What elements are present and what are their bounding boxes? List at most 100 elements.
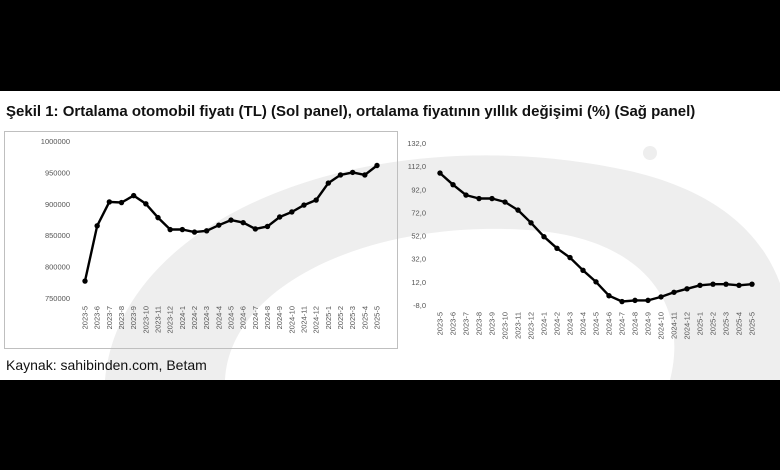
x-tick-label: 2024-4 xyxy=(214,306,223,329)
data-point xyxy=(476,195,482,202)
data-point xyxy=(541,234,547,240)
data-point xyxy=(130,192,137,199)
data-point xyxy=(94,223,100,229)
x-tick-label: 2024-8 xyxy=(263,306,272,329)
data-point xyxy=(567,254,573,261)
data-point xyxy=(450,181,456,188)
data-point xyxy=(632,297,638,304)
y-tick-label: 52,0 xyxy=(411,232,426,241)
x-tick-label: 2023-7 xyxy=(105,306,114,329)
x-tick-label: 2024-10 xyxy=(657,312,666,340)
data-point xyxy=(697,282,703,289)
right-panel-chart: -8,0 12,0 32,0 52,0 72,0 92,0 112,0 132,0 2023-5… xyxy=(407,139,757,340)
data-point xyxy=(374,162,380,169)
x-tick-label: 2023-8 xyxy=(475,312,484,335)
x-tick-label: 2025-5 xyxy=(373,306,382,329)
y-tick-label: 92,0 xyxy=(411,185,426,194)
data-point xyxy=(325,180,332,186)
figure-title: Şekil 1: Ortalama otomobil fiyatı (TL) (… xyxy=(6,103,696,120)
x-tick-label: 2024-5 xyxy=(592,312,601,335)
x-tick-label: 2023-8 xyxy=(117,306,126,329)
x-tick-label: 2025-5 xyxy=(748,312,757,335)
x-tick-label: 2023-9 xyxy=(488,312,497,335)
data-point xyxy=(167,226,173,233)
y-tick-label: 800000 xyxy=(45,263,70,272)
x-tick-label: 2023-11 xyxy=(154,306,163,333)
x-tick-label: 2023-9 xyxy=(129,306,138,329)
x-tick-label: 2023-5 xyxy=(436,312,445,335)
data-point xyxy=(580,267,586,273)
data-point xyxy=(143,201,149,207)
x-tick-label: 2024-1 xyxy=(178,306,187,329)
data-point xyxy=(118,199,125,206)
data-point xyxy=(736,282,742,289)
series-line xyxy=(83,164,378,282)
data-point xyxy=(313,197,319,203)
data-point xyxy=(645,297,651,304)
x-tick-label: 2025-1 xyxy=(324,306,333,329)
x-tick-label: 2023-6 xyxy=(449,312,458,335)
x-tick-label: 2025-2 xyxy=(336,306,345,329)
watermark-logo xyxy=(105,146,780,380)
left-panel-chart: 750000 800000 850000 900000 950000 1000000 202… xyxy=(4,131,398,349)
x-tick-label: 2024-2 xyxy=(190,306,199,329)
data-point xyxy=(362,172,368,178)
data-point xyxy=(349,169,356,176)
x-tick-label: 2024-1 xyxy=(540,312,549,335)
data-point xyxy=(684,286,690,292)
data-point xyxy=(671,289,677,295)
figure: Şekil 1: Ortalama otomobil fiyatı (TL) (… xyxy=(0,91,780,380)
data-point xyxy=(502,199,508,205)
x-tick-label: 2023-5 xyxy=(81,306,90,329)
x-tick-label: 2025-3 xyxy=(722,312,731,335)
data-point xyxy=(710,281,716,287)
y-tick-label: 950000 xyxy=(45,168,70,177)
data-point xyxy=(216,222,222,228)
x-tick-label: 2024-6 xyxy=(239,306,248,329)
data-point xyxy=(240,219,246,226)
data-point xyxy=(619,298,625,305)
data-point xyxy=(337,172,344,178)
x-tick-label: 2024-3 xyxy=(202,306,211,329)
panel-border xyxy=(4,131,398,349)
data-point xyxy=(203,228,210,234)
data-point xyxy=(191,229,198,235)
source-note: Kaynak: sahibinden.com, Betam xyxy=(6,357,207,373)
data-point xyxy=(276,214,283,220)
y-tick-label: 850000 xyxy=(45,231,70,240)
x-tick-label: 2024-6 xyxy=(605,312,614,335)
y-tick-label: 32,0 xyxy=(411,255,426,264)
x-tick-label: 2024-12 xyxy=(683,312,692,340)
x-tick-label: 2023-11 xyxy=(514,312,523,339)
x-tick-label: 2025-1 xyxy=(696,312,705,335)
x-tick-label: 2024-4 xyxy=(579,312,588,335)
data-point xyxy=(528,220,534,226)
y-tick-label: 132,0 xyxy=(407,139,426,148)
x-tick-label: 2024-3 xyxy=(566,312,575,335)
y-tick-label: 112,0 xyxy=(408,162,426,171)
data-point xyxy=(155,214,161,221)
y-tick-label: 750000 xyxy=(45,294,70,303)
x-tick-label: 2024-9 xyxy=(644,312,653,335)
data-point xyxy=(264,223,271,230)
data-point xyxy=(515,207,521,213)
data-point xyxy=(749,281,755,287)
data-point xyxy=(593,279,599,285)
y-tick-label: -8,0 xyxy=(413,301,426,310)
data-point xyxy=(252,226,259,232)
data-point xyxy=(489,195,495,202)
x-tick-label: 2025-3 xyxy=(348,306,357,329)
y-tick-label: 72,0 xyxy=(411,208,426,217)
data-point xyxy=(463,192,469,198)
x-tick-label: 2024-5 xyxy=(227,306,236,329)
data-point xyxy=(228,217,234,223)
data-point xyxy=(437,170,443,176)
x-tick-label: 2024-2 xyxy=(553,312,562,335)
y-tick-label: 1000000 xyxy=(41,137,70,146)
x-tick-label: 2025-4 xyxy=(360,306,369,329)
x-tick-label: 2025-2 xyxy=(709,312,718,335)
data-point xyxy=(301,202,307,208)
data-point xyxy=(82,278,88,284)
x-tick-label: 2024-7 xyxy=(618,312,627,335)
x-tick-label: 2024-8 xyxy=(631,312,640,335)
